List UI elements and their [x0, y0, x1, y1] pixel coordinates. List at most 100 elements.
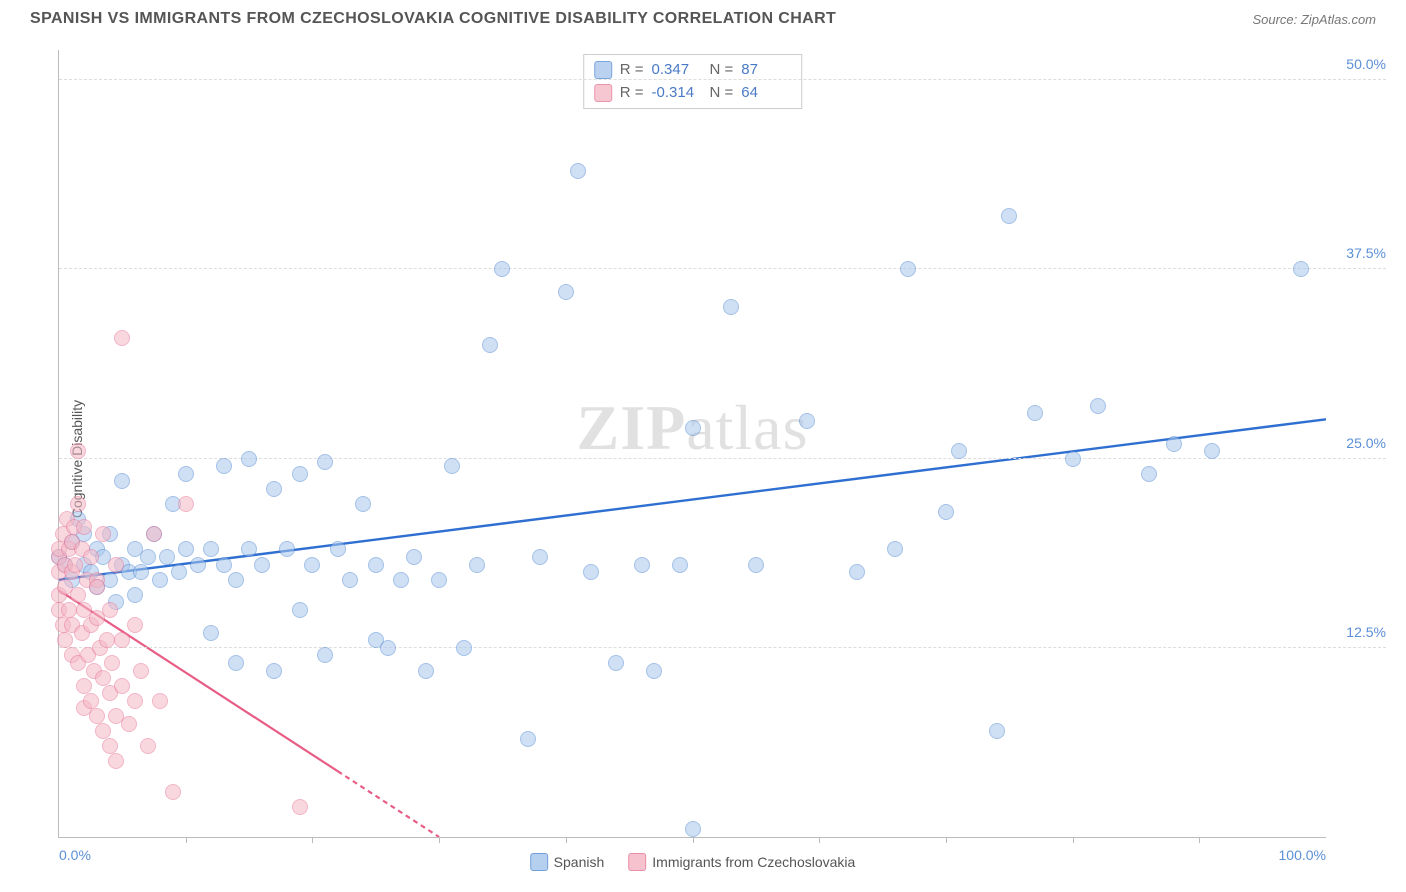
- data-point: [330, 541, 346, 557]
- data-point: [102, 602, 118, 618]
- data-point: [456, 640, 472, 656]
- data-point: [266, 663, 282, 679]
- data-point: [520, 731, 536, 747]
- data-point: [216, 557, 232, 573]
- data-point: [1204, 443, 1220, 459]
- data-point: [228, 655, 244, 671]
- data-point: [279, 541, 295, 557]
- data-point: [102, 738, 118, 754]
- data-point: [216, 458, 232, 474]
- legend-swatch: [628, 853, 646, 871]
- x-tick: [1199, 837, 1200, 843]
- legend-label: Immigrants from Czechoslovakia: [652, 854, 855, 870]
- r-label: R =: [620, 59, 644, 82]
- data-point: [431, 572, 447, 588]
- data-point: [178, 466, 194, 482]
- data-point: [1293, 261, 1309, 277]
- data-point: [178, 496, 194, 512]
- stats-legend-box: R =0.347N =87R =-0.314N =64: [583, 54, 803, 109]
- x-tick: [693, 837, 694, 843]
- x-tick: [566, 837, 567, 843]
- n-label: N =: [710, 59, 734, 82]
- data-point: [127, 617, 143, 633]
- bottom-legend: Spanish Immigrants from Czechoslovakia: [530, 853, 856, 871]
- data-point: [190, 557, 206, 573]
- n-label: N =: [710, 82, 734, 105]
- data-point: [317, 454, 333, 470]
- data-point: [76, 678, 92, 694]
- data-point: [849, 564, 865, 580]
- data-point: [799, 413, 815, 429]
- data-point: [317, 647, 333, 663]
- data-point: [95, 670, 111, 686]
- x-tick-label: 0.0%: [59, 847, 91, 863]
- data-point: [114, 678, 130, 694]
- data-point: [1065, 451, 1081, 467]
- legend-item: Immigrants from Czechoslovakia: [628, 853, 855, 871]
- x-tick: [1073, 837, 1074, 843]
- data-point: [292, 799, 308, 815]
- data-point: [938, 504, 954, 520]
- data-point: [266, 481, 282, 497]
- data-point: [89, 708, 105, 724]
- data-point: [583, 564, 599, 580]
- data-point: [83, 549, 99, 565]
- data-point: [368, 557, 384, 573]
- data-point: [114, 473, 130, 489]
- data-point: [76, 519, 92, 535]
- n-value: 64: [741, 82, 791, 105]
- y-tick-label: 50.0%: [1330, 56, 1386, 72]
- data-point: [178, 541, 194, 557]
- gridline: [59, 268, 1386, 269]
- data-point: [444, 458, 460, 474]
- data-point: [121, 716, 137, 732]
- data-point: [406, 549, 422, 565]
- r-value: 0.347: [652, 59, 702, 82]
- data-point: [393, 572, 409, 588]
- x-tick: [819, 837, 820, 843]
- data-point: [304, 557, 320, 573]
- data-point: [685, 821, 701, 837]
- data-point: [114, 632, 130, 648]
- data-point: [89, 579, 105, 595]
- stats-row: R = -0.314 N = 64: [594, 82, 792, 105]
- data-point: [723, 299, 739, 315]
- r-label: R =: [620, 82, 644, 105]
- data-point: [165, 784, 181, 800]
- data-point: [133, 663, 149, 679]
- data-point: [104, 655, 120, 671]
- data-point: [171, 564, 187, 580]
- data-point: [672, 557, 688, 573]
- gridline: [59, 647, 1386, 648]
- data-point: [67, 557, 83, 573]
- data-point: [140, 738, 156, 754]
- data-point: [61, 602, 77, 618]
- data-point: [241, 541, 257, 557]
- data-point: [140, 549, 156, 565]
- data-point: [99, 632, 115, 648]
- data-point: [1166, 436, 1182, 452]
- data-point: [951, 443, 967, 459]
- legend-swatch: [594, 61, 612, 79]
- data-point: [558, 284, 574, 300]
- data-point: [114, 330, 130, 346]
- data-point: [83, 693, 99, 709]
- data-point: [127, 693, 143, 709]
- data-point: [608, 655, 624, 671]
- legend-label: Spanish: [554, 854, 605, 870]
- data-point: [203, 541, 219, 557]
- data-point: [634, 557, 650, 573]
- data-point: [70, 443, 86, 459]
- data-point: [57, 632, 73, 648]
- data-point: [133, 564, 149, 580]
- data-point: [70, 587, 86, 603]
- r-value: -0.314: [652, 82, 702, 105]
- data-point: [532, 549, 548, 565]
- data-point: [685, 420, 701, 436]
- data-point: [292, 466, 308, 482]
- data-point: [1001, 208, 1017, 224]
- data-point: [1027, 405, 1043, 421]
- x-tick: [186, 837, 187, 843]
- plot-area: ZIPatlas R =0.347N =87R =-0.314N =64 Spa…: [58, 50, 1326, 838]
- data-point: [241, 451, 257, 467]
